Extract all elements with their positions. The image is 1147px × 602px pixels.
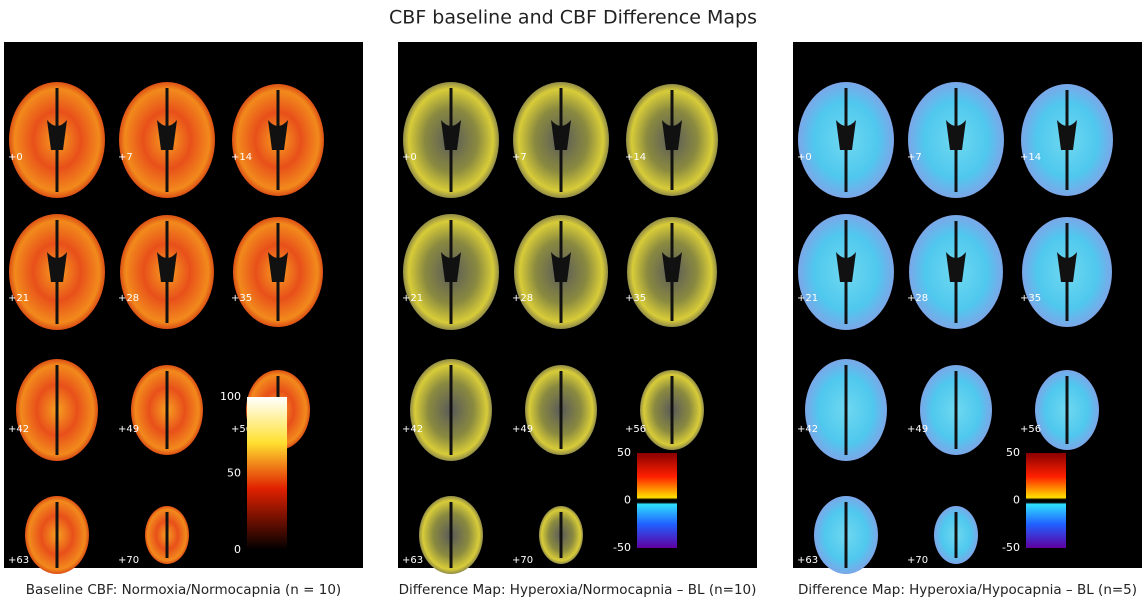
colorbar (1026, 453, 1066, 548)
slice-label: +35 (625, 293, 646, 304)
slice-label: +70 (907, 555, 928, 566)
slice-label: +0 (797, 152, 812, 163)
slice-label: +35 (231, 293, 252, 304)
ventricle (157, 120, 177, 150)
panel-caption: Baseline CBF: Normoxia/Normocapnia (n = … (26, 582, 341, 598)
slice-label: +70 (512, 555, 533, 566)
ventricle (441, 120, 461, 150)
ventricle (836, 252, 856, 282)
slice-label: +49 (118, 424, 139, 435)
ventricle (157, 252, 177, 282)
slice-label: +56 (625, 424, 646, 435)
colorbar (247, 397, 287, 550)
ventricle (551, 252, 571, 282)
slice-label: +0 (402, 152, 417, 163)
slice-label: +42 (8, 424, 29, 435)
panel-caption: Difference Map: Hyperoxia/Normocapnia – … (399, 582, 757, 598)
slice-label: +21 (402, 293, 423, 304)
ventricle (836, 120, 856, 150)
slice-label: +14 (625, 152, 646, 163)
slice-label: +63 (8, 555, 29, 566)
slice-label: +0 (8, 152, 23, 163)
ventricle (662, 120, 682, 150)
colorbar-tick-label: 0 (234, 543, 241, 556)
ventricle (268, 120, 288, 150)
ventricle (1057, 120, 1077, 150)
panel-caption: Difference Map: Hyperoxia/Hypocapnia – B… (798, 582, 1137, 598)
colorbar-tick-label: -50 (613, 541, 631, 554)
colorbar (637, 453, 677, 548)
ventricle (441, 252, 461, 282)
slice-label: +56 (231, 424, 252, 435)
colorbar-tick-label: 0 (624, 494, 631, 507)
slice-label: +35 (1020, 293, 1041, 304)
colorbar-tick-label: -50 (1002, 541, 1020, 554)
slice-label: +7 (118, 152, 133, 163)
ventricle (47, 120, 67, 150)
ventricle (1057, 252, 1077, 282)
slice-label: +63 (402, 555, 423, 566)
colorbar-tick-label: 100 (220, 390, 241, 403)
slice-label: +21 (797, 293, 818, 304)
slice-label: +21 (8, 293, 29, 304)
slice-label: +56 (1020, 424, 1041, 435)
slice-label: +28 (118, 293, 139, 304)
slice-label: +7 (512, 152, 527, 163)
slice-label: +42 (402, 424, 423, 435)
ventricle (946, 120, 966, 150)
slice-label: +14 (231, 152, 252, 163)
slice-label: +14 (1020, 152, 1041, 163)
colorbar-tick-label: 50 (227, 467, 241, 480)
slice-label: +49 (512, 424, 533, 435)
ventricle (551, 120, 571, 150)
slice-label: +28 (907, 293, 928, 304)
ventricle (268, 252, 288, 282)
colorbar-tick-label: 50 (617, 446, 631, 459)
figure-title: CBF baseline and CBF Difference Maps (389, 7, 757, 29)
ventricle (662, 252, 682, 282)
slice-label: +42 (797, 424, 818, 435)
colorbar-tick-label: 50 (1006, 446, 1020, 459)
slice-label: +28 (512, 293, 533, 304)
slice-label: +70 (118, 555, 139, 566)
slice-label: +63 (797, 555, 818, 566)
colorbar-tick-label: 0 (1013, 494, 1020, 507)
ventricle (946, 252, 966, 282)
slice-label: +7 (907, 152, 922, 163)
slice-label: +49 (907, 424, 928, 435)
ventricle (47, 252, 67, 282)
